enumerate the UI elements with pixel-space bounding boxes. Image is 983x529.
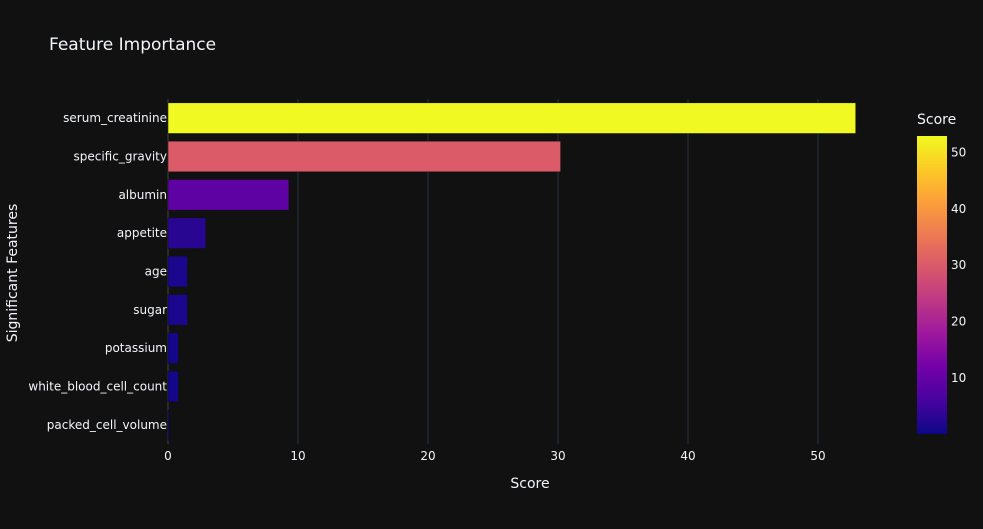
y-tick-label-age: age	[145, 265, 167, 279]
x-tick-label-50: 50	[810, 449, 825, 463]
bar-appetite	[167, 217, 206, 249]
bar-packed-cell-volume	[167, 409, 170, 441]
colorbar-tick-labels: 10 20 30 40 50	[951, 145, 966, 385]
bar-albumin	[167, 179, 290, 211]
colorbar-tick-20: 20	[951, 315, 966, 329]
colorbar-tick-10: 10	[951, 371, 966, 385]
y-tick-label-sugar: sugar	[133, 303, 167, 317]
x-tick-label-10: 10	[290, 449, 305, 463]
y-tick-label-specific-gravity: specific_gravity	[74, 150, 168, 164]
colorbar-tick-50: 50	[951, 145, 966, 159]
bar-layer	[167, 102, 856, 441]
bar-specific-gravity	[167, 140, 561, 173]
colorbar: Score 10 20 30 40 50	[917, 112, 966, 434]
x-tick-label-30: 30	[550, 449, 565, 463]
colorbar-tick-40: 40	[951, 202, 966, 216]
x-tick-label-40: 40	[680, 449, 695, 463]
bar-white-blood-cell-count	[167, 370, 179, 403]
y-tick-label-packed-cell-volume: packed_cell_volume	[47, 418, 167, 432]
colorbar-scale	[917, 136, 947, 434]
bar-age	[167, 255, 188, 288]
x-tick-label-20: 20	[420, 449, 435, 463]
colorbar-tick-30: 30	[951, 258, 966, 272]
bar-potassium	[167, 332, 179, 364]
x-tick-labels: 0 10 20 30 40 50	[164, 449, 825, 463]
bar-serum-creatinine	[167, 102, 856, 134]
bar-sugar	[167, 294, 188, 326]
y-tick-label-white-blood-cell-count: white_blood_cell_count	[28, 380, 167, 394]
y-tick-label-potassium: potassium	[105, 341, 167, 355]
y-axis-title: Significant Features	[5, 204, 21, 343]
y-tick-label-appetite: appetite	[117, 226, 167, 240]
x-tick-label-0: 0	[164, 449, 172, 463]
colorbar-title: Score	[917, 112, 956, 128]
x-axis-title: Score	[510, 476, 549, 492]
y-tick-label-serum-creatinine: serum_creatinine	[63, 111, 167, 125]
y-tick-label-albumin: albumin	[118, 188, 167, 202]
chart-title: Feature Importance	[49, 35, 216, 55]
